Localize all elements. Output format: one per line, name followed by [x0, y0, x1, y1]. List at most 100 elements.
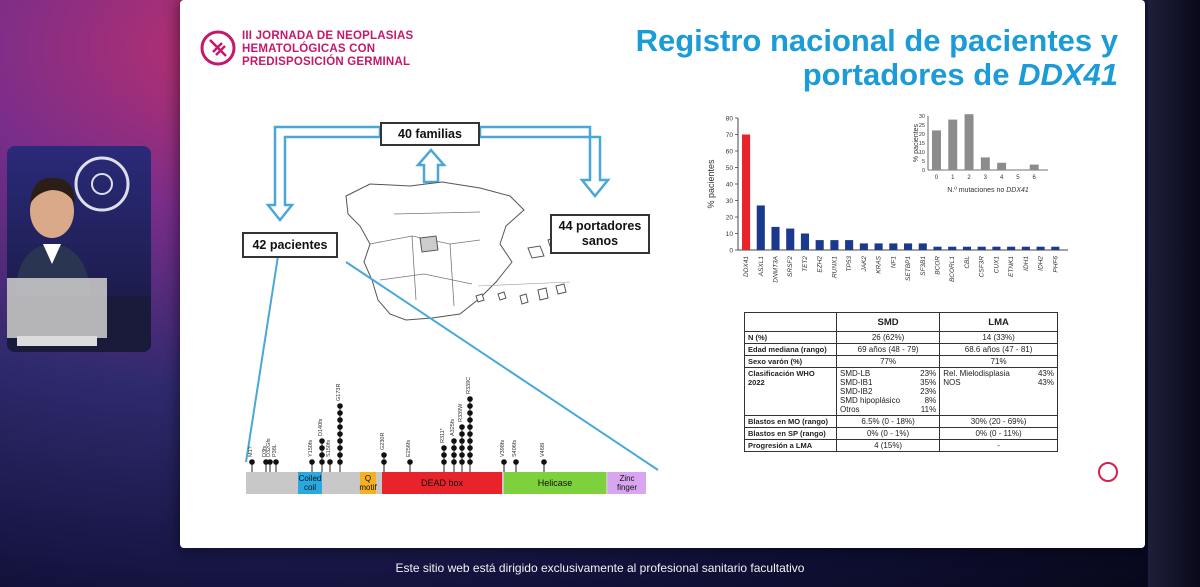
- mutation-dot: [337, 424, 343, 430]
- title-line-2-prefix: portadores de: [802, 57, 1019, 92]
- inset-bar: [1029, 164, 1039, 170]
- mutation-dot: [451, 459, 457, 465]
- who-pct: 43%: [1037, 369, 1054, 378]
- table-row: Sexo varón (%) 77% 71%: [744, 355, 1058, 368]
- mutation-label: V398fs: [500, 440, 506, 457]
- mutation-dot: [441, 445, 447, 451]
- domain-label: DEAD box: [421, 478, 464, 488]
- mutation-dot: [263, 459, 269, 465]
- inset-x-tick-label: 2: [967, 175, 971, 181]
- table-row: N (%) 26 (62%) 14 (33%): [744, 331, 1058, 344]
- logo-line-1: III JORNADA DE NEOPLASIAS: [242, 30, 414, 42]
- bar: [1021, 246, 1030, 250]
- x-tick-label: JAK2: [861, 256, 868, 273]
- x-tick-label: SRSF2: [787, 256, 794, 277]
- who-pct: 35%: [920, 378, 937, 387]
- mutation-dot: [459, 431, 465, 437]
- table-row: Progresión a LMA 4 (15%) -: [744, 439, 1058, 452]
- lma-value: -: [939, 439, 1058, 452]
- flow-arrows: [265, 125, 611, 223]
- x-tick-label: BCOR: [935, 256, 942, 275]
- mutation-dot: [267, 459, 273, 465]
- row-label: Blastos en MO (rango): [744, 415, 837, 428]
- lma-value: 14 (33%): [939, 331, 1058, 344]
- domain-label-part: coil: [304, 483, 316, 492]
- mutation-dot: [467, 417, 473, 423]
- dna-circle-icon: [200, 30, 236, 66]
- x-tick-label: BCORL1: [949, 256, 956, 282]
- inset-bar: [997, 162, 1007, 170]
- inset-y-tick-label: 25: [919, 123, 925, 129]
- y-tick-label: 70: [726, 132, 734, 139]
- mutation-label: R311*: [440, 427, 446, 443]
- row-label: Blastos en SP (rango): [744, 427, 837, 440]
- mutation-label: V468I: [540, 442, 546, 457]
- who-smd-item: SMD hipoplásico 8%: [840, 396, 936, 405]
- mutation-dot: [337, 403, 343, 409]
- who-name: SMD hipoplásico: [840, 396, 901, 405]
- x-tick-label: ASXL1: [758, 256, 765, 278]
- mutation-label: R339C: [466, 377, 472, 394]
- domain-label-part: Coiled: [299, 474, 322, 483]
- bar: [1036, 246, 1045, 250]
- who-smd-item: SMD-IB1 35%: [840, 378, 936, 387]
- mutation-dot: [451, 438, 457, 444]
- lma-value: 30% (20 - 69%): [939, 415, 1058, 428]
- mutation-dot: [319, 438, 325, 444]
- bar: [830, 240, 839, 250]
- lma-value: 0% (0 - 11%): [939, 427, 1058, 440]
- protein-domain: [382, 472, 502, 494]
- record-button[interactable]: [1098, 462, 1118, 482]
- mutation-dot: [501, 459, 507, 465]
- portadores-line-2: sanos: [581, 234, 619, 248]
- mutation-dot: [319, 445, 325, 451]
- x-tick-label: RUNX1: [831, 256, 838, 278]
- smd-value: 6.5% (0 - 18%): [835, 415, 941, 428]
- bar: [771, 226, 780, 250]
- mutation-dot: [459, 438, 465, 444]
- inset-y-tick-label: 20: [919, 132, 925, 138]
- row-label: Clasificación WHO 2022: [744, 367, 837, 416]
- mutation-dot: [467, 424, 473, 430]
- mutation-dot: [541, 459, 547, 465]
- mutation-dot: [467, 452, 473, 458]
- bar: [742, 134, 751, 250]
- logo-line-2: HEMATOLÓGICAS CON: [242, 43, 376, 55]
- mutation-dot: [337, 417, 343, 423]
- bar: [845, 240, 854, 250]
- who-pct: 23%: [920, 387, 937, 396]
- title-line-2: portadores de DDX41: [530, 58, 1118, 92]
- bar: [756, 205, 765, 250]
- speaker-video: [7, 146, 151, 352]
- mutation-dot: [337, 438, 343, 444]
- x-tick-label: NF1: [890, 256, 897, 269]
- who-name: NOS: [943, 378, 961, 387]
- mutation-dot: [309, 459, 315, 465]
- inset-y-tick-label: 10: [919, 150, 925, 156]
- mutation-label: S406fs: [512, 440, 518, 457]
- mutation-label: G230R: [380, 433, 386, 450]
- who-smd-item: Otros 11%: [840, 405, 936, 414]
- mutation-dot: [459, 452, 465, 458]
- mutation-label: Y150fs: [308, 440, 314, 457]
- protein-domain: [298, 472, 322, 494]
- mutation-dot: [337, 431, 343, 437]
- mutation-dot: [337, 459, 343, 465]
- slide-title: Registro nacional de pacientes y portado…: [530, 24, 1118, 92]
- bar: [1051, 246, 1060, 250]
- y-tick-label: 40: [726, 182, 734, 189]
- y-axis-label: % pacientes: [706, 159, 716, 209]
- mutation-dot: [513, 459, 519, 465]
- mutation-label: D3fs: [262, 445, 268, 457]
- portadores-box: 44 portadores sanos: [550, 214, 650, 254]
- bar: [962, 246, 972, 250]
- mutation-label: M1?: [248, 446, 254, 457]
- inset-bar: [932, 130, 941, 170]
- mutation-label: D140fs: [318, 418, 324, 436]
- mutation-dot: [381, 459, 387, 465]
- table-row: Blastos en SP (rango) 0% (0 - 1%) 0% (0 …: [744, 427, 1058, 440]
